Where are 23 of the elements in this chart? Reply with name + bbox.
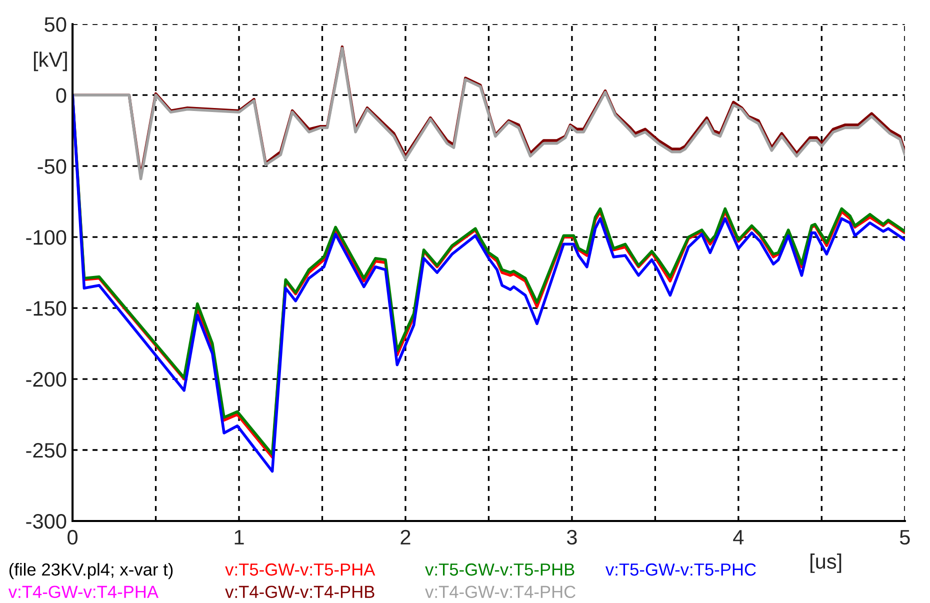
x-tick-label: 1 xyxy=(234,530,244,544)
y-tick-label: -50 xyxy=(38,159,66,174)
y-tick-label: -200 xyxy=(26,372,66,387)
text: v:T4-GW-v:T4-PHC xyxy=(425,586,576,598)
text: v:T4-GW-v:T4-PHB xyxy=(225,586,374,598)
x-axis-title: [us] xyxy=(810,554,842,573)
text: v:T5-GW-v:T5-PHB xyxy=(425,563,574,576)
y-tick-label: -300 xyxy=(26,514,66,529)
y-tick-label: 50 xyxy=(44,17,66,32)
y-tick-label: 0 xyxy=(56,88,66,103)
text: v:T5-GW-v:T5-PHC xyxy=(605,563,756,576)
x-tick-label: 2 xyxy=(400,530,410,544)
y-tick-label: -250 xyxy=(26,443,66,458)
legend-label: v:T4-GW-v:T4-PHA xyxy=(8,586,158,598)
x-tick-label: 3 xyxy=(566,530,577,545)
x-tick-label: 4 xyxy=(733,530,744,544)
y-axis-title: [kV] xyxy=(34,52,67,72)
y-tick-label: -150 xyxy=(26,301,66,316)
x-tick-label: 5 xyxy=(900,530,910,545)
y-tick-label: -100 xyxy=(26,230,66,245)
text: v:T5-GW-v:T5-PHA xyxy=(225,563,376,576)
text: (file 23KV.pl4; x-var t) xyxy=(9,562,173,580)
x-tick-label: 0 xyxy=(68,530,78,545)
